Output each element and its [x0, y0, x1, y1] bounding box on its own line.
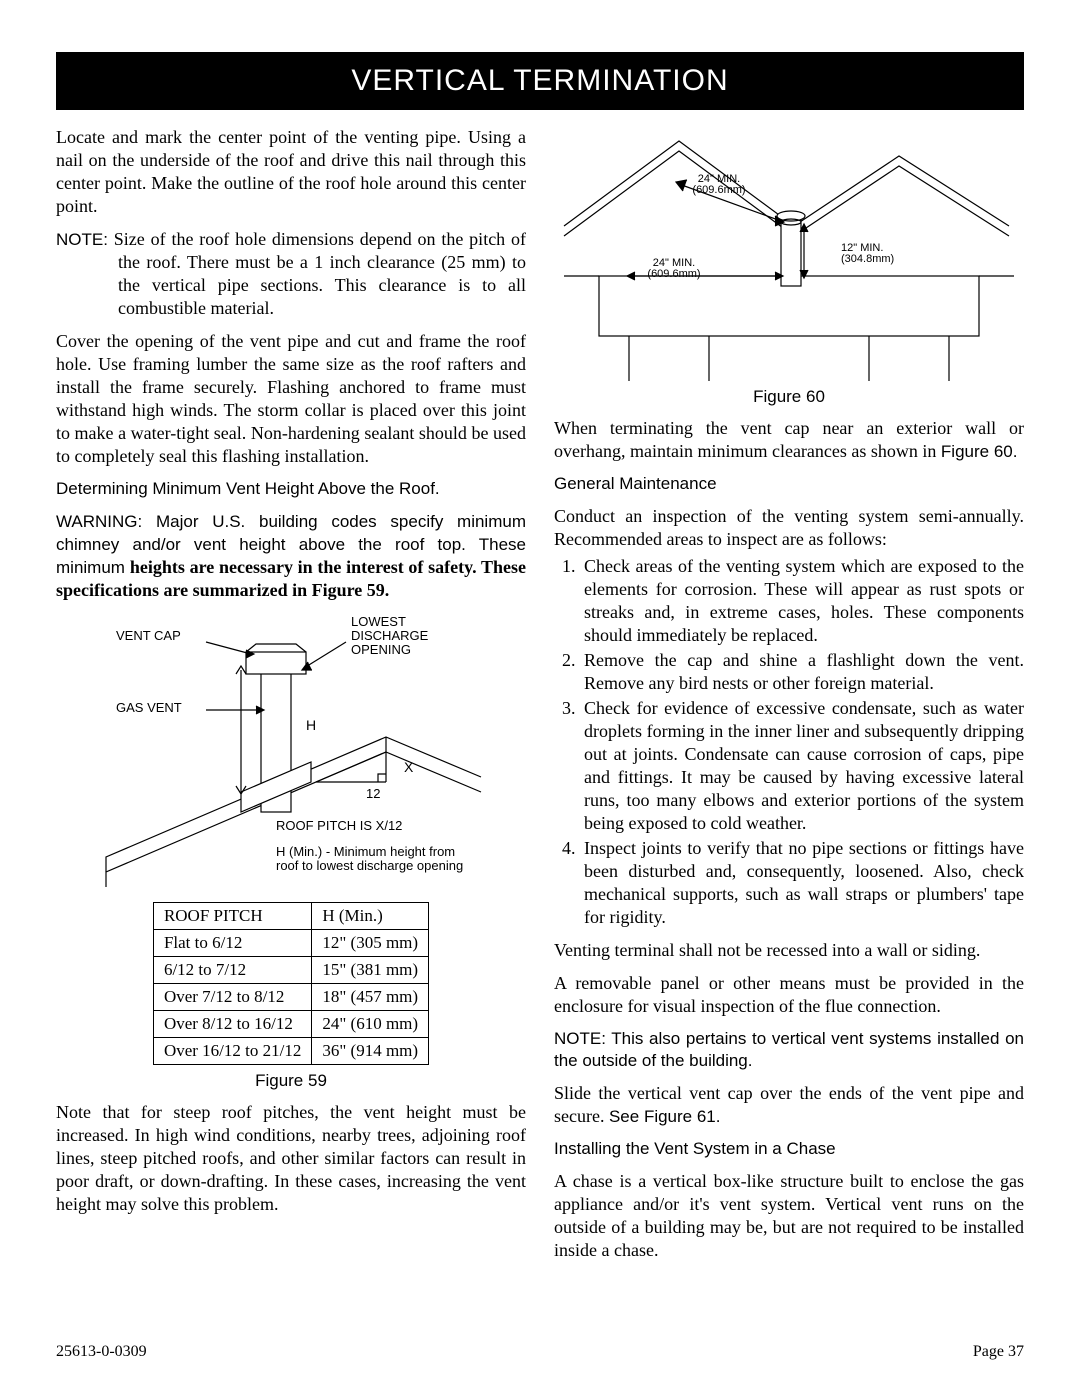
twelve-label: 12	[366, 786, 380, 801]
list-item: Inspect joints to verify that no pipe se…	[580, 837, 1024, 929]
cell: Over 7/12 to 8/12	[153, 984, 311, 1011]
fig60-ref: Figure 60.	[941, 442, 1018, 461]
page-footer: 25613-0-0309 Page 37	[56, 1343, 1024, 1361]
right-column: 24" MIN. (609.6mm) 24" MIN. (609.6mm) 12…	[554, 126, 1024, 1272]
discharge-label: LOWESTDISCHARGEOPENING	[351, 614, 429, 657]
dim-24-a-mm: (609.6mm)	[692, 184, 745, 196]
chase-heading: Installing the Vent System in a Chase	[554, 1138, 1024, 1160]
cell: 6/12 to 7/12	[153, 957, 311, 984]
left-column: Locate and mark the center point of the …	[56, 126, 526, 1272]
table-row: Over 7/12 to 8/1218" (457 mm)	[153, 984, 428, 1011]
figure-59-caption: Figure 59	[56, 1071, 526, 1091]
cell: Flat to 6/12	[153, 930, 311, 957]
warning-paragraph: WARNING: Major U.S. building codes speci…	[56, 510, 526, 602]
figure-60-diagram: 24" MIN. (609.6mm) 24" MIN. (609.6mm) 12…	[559, 126, 1019, 381]
two-column-layout: Locate and mark the center point of the …	[56, 126, 1024, 1272]
cell: Over 8/12 to 16/12	[153, 1011, 311, 1038]
cell: 18" (457 mm)	[312, 984, 429, 1011]
determining-heading: Determining Minimum Vent Height Above th…	[56, 478, 526, 500]
fig61-ref: See Figure 61.	[609, 1107, 721, 1126]
gm-intro: Conduct an inspection of the venting sys…	[554, 505, 1024, 551]
list-item: Check areas of the venting system which …	[580, 555, 1024, 647]
list-item: Check for evidence of excessive condensa…	[580, 697, 1024, 835]
vertical-note: NOTE: This also pertains to vertical ven…	[554, 1028, 1024, 1072]
table-header: ROOF PITCH	[153, 903, 311, 930]
note-paragraph: NOTE: Size of the roof hole dimensions d…	[56, 228, 526, 320]
note-label: NOTE:	[56, 230, 108, 249]
x-label: X	[404, 759, 414, 775]
cell: Over 16/12 to 21/12	[153, 1038, 311, 1065]
table-row: Over 16/12 to 21/1236" (914 mm)	[153, 1038, 428, 1065]
steep-note-paragraph: Note that for steep roof pitches, the ve…	[56, 1101, 526, 1216]
maintenance-list: Check areas of the venting system which …	[554, 555, 1024, 930]
gas-vent-label: GAS VENT	[116, 700, 182, 715]
list-item: Remove the cap and shine a flashlight do…	[580, 649, 1024, 695]
note-body: Size of the roof hole dimensions depend …	[114, 229, 526, 318]
dim-12-mm: (304.8mm)	[841, 253, 894, 265]
table-row: Flat to 6/1212" (305 mm)	[153, 930, 428, 957]
table-header: H (Min.)	[312, 903, 429, 930]
figure-59-diagram: VENT CAP LOWESTDISCHARGEOPENING GAS VENT…	[86, 612, 496, 902]
footer-doc-number: 25613-0-0309	[56, 1343, 147, 1361]
figure-60-caption: Figure 60	[554, 387, 1024, 407]
cell: 12" (305 mm)	[312, 930, 429, 957]
table-header-row: ROOF PITCH H (Min.)	[153, 903, 428, 930]
page-title: VERTICAL TERMINATION	[56, 52, 1024, 110]
cell: 24" (610 mm)	[312, 1011, 429, 1038]
cell: 15" (381 mm)	[312, 957, 429, 984]
chase-paragraph: A chase is a vertical box-like structure…	[554, 1170, 1024, 1262]
roof-pitch-table: ROOF PITCH H (Min.) Flat to 6/1212" (305…	[153, 902, 429, 1065]
panel-note: A removable panel or other means must be…	[554, 972, 1024, 1018]
fig60-note: When terminating the vent cap near an ex…	[554, 417, 1024, 463]
cover-paragraph: Cover the opening of the vent pipe and c…	[56, 330, 526, 468]
hmin-note: H (Min.) - Minimum height fromroof to lo…	[276, 844, 463, 873]
table-row: 6/12 to 7/1215" (381 mm)	[153, 957, 428, 984]
footer-page-number: Page 37	[973, 1343, 1024, 1361]
roof-pitch-label: ROOF PITCH IS X/12	[276, 818, 402, 833]
general-maintenance-heading: General Maintenance	[554, 473, 1024, 495]
h-label: H	[306, 717, 316, 733]
vent-cap-label: VENT CAP	[116, 628, 181, 643]
cell: 36" (914 mm)	[312, 1038, 429, 1065]
table-row: Over 8/12 to 16/1224" (610 mm)	[153, 1011, 428, 1038]
intro-paragraph: Locate and mark the center point of the …	[56, 126, 526, 218]
recess-note: Venting terminal shall not be recessed i…	[554, 939, 1024, 962]
slide-cap-note: Slide the vertical vent cap over the end…	[554, 1082, 1024, 1128]
dim-24-b-mm: (609.6mm)	[647, 268, 700, 280]
